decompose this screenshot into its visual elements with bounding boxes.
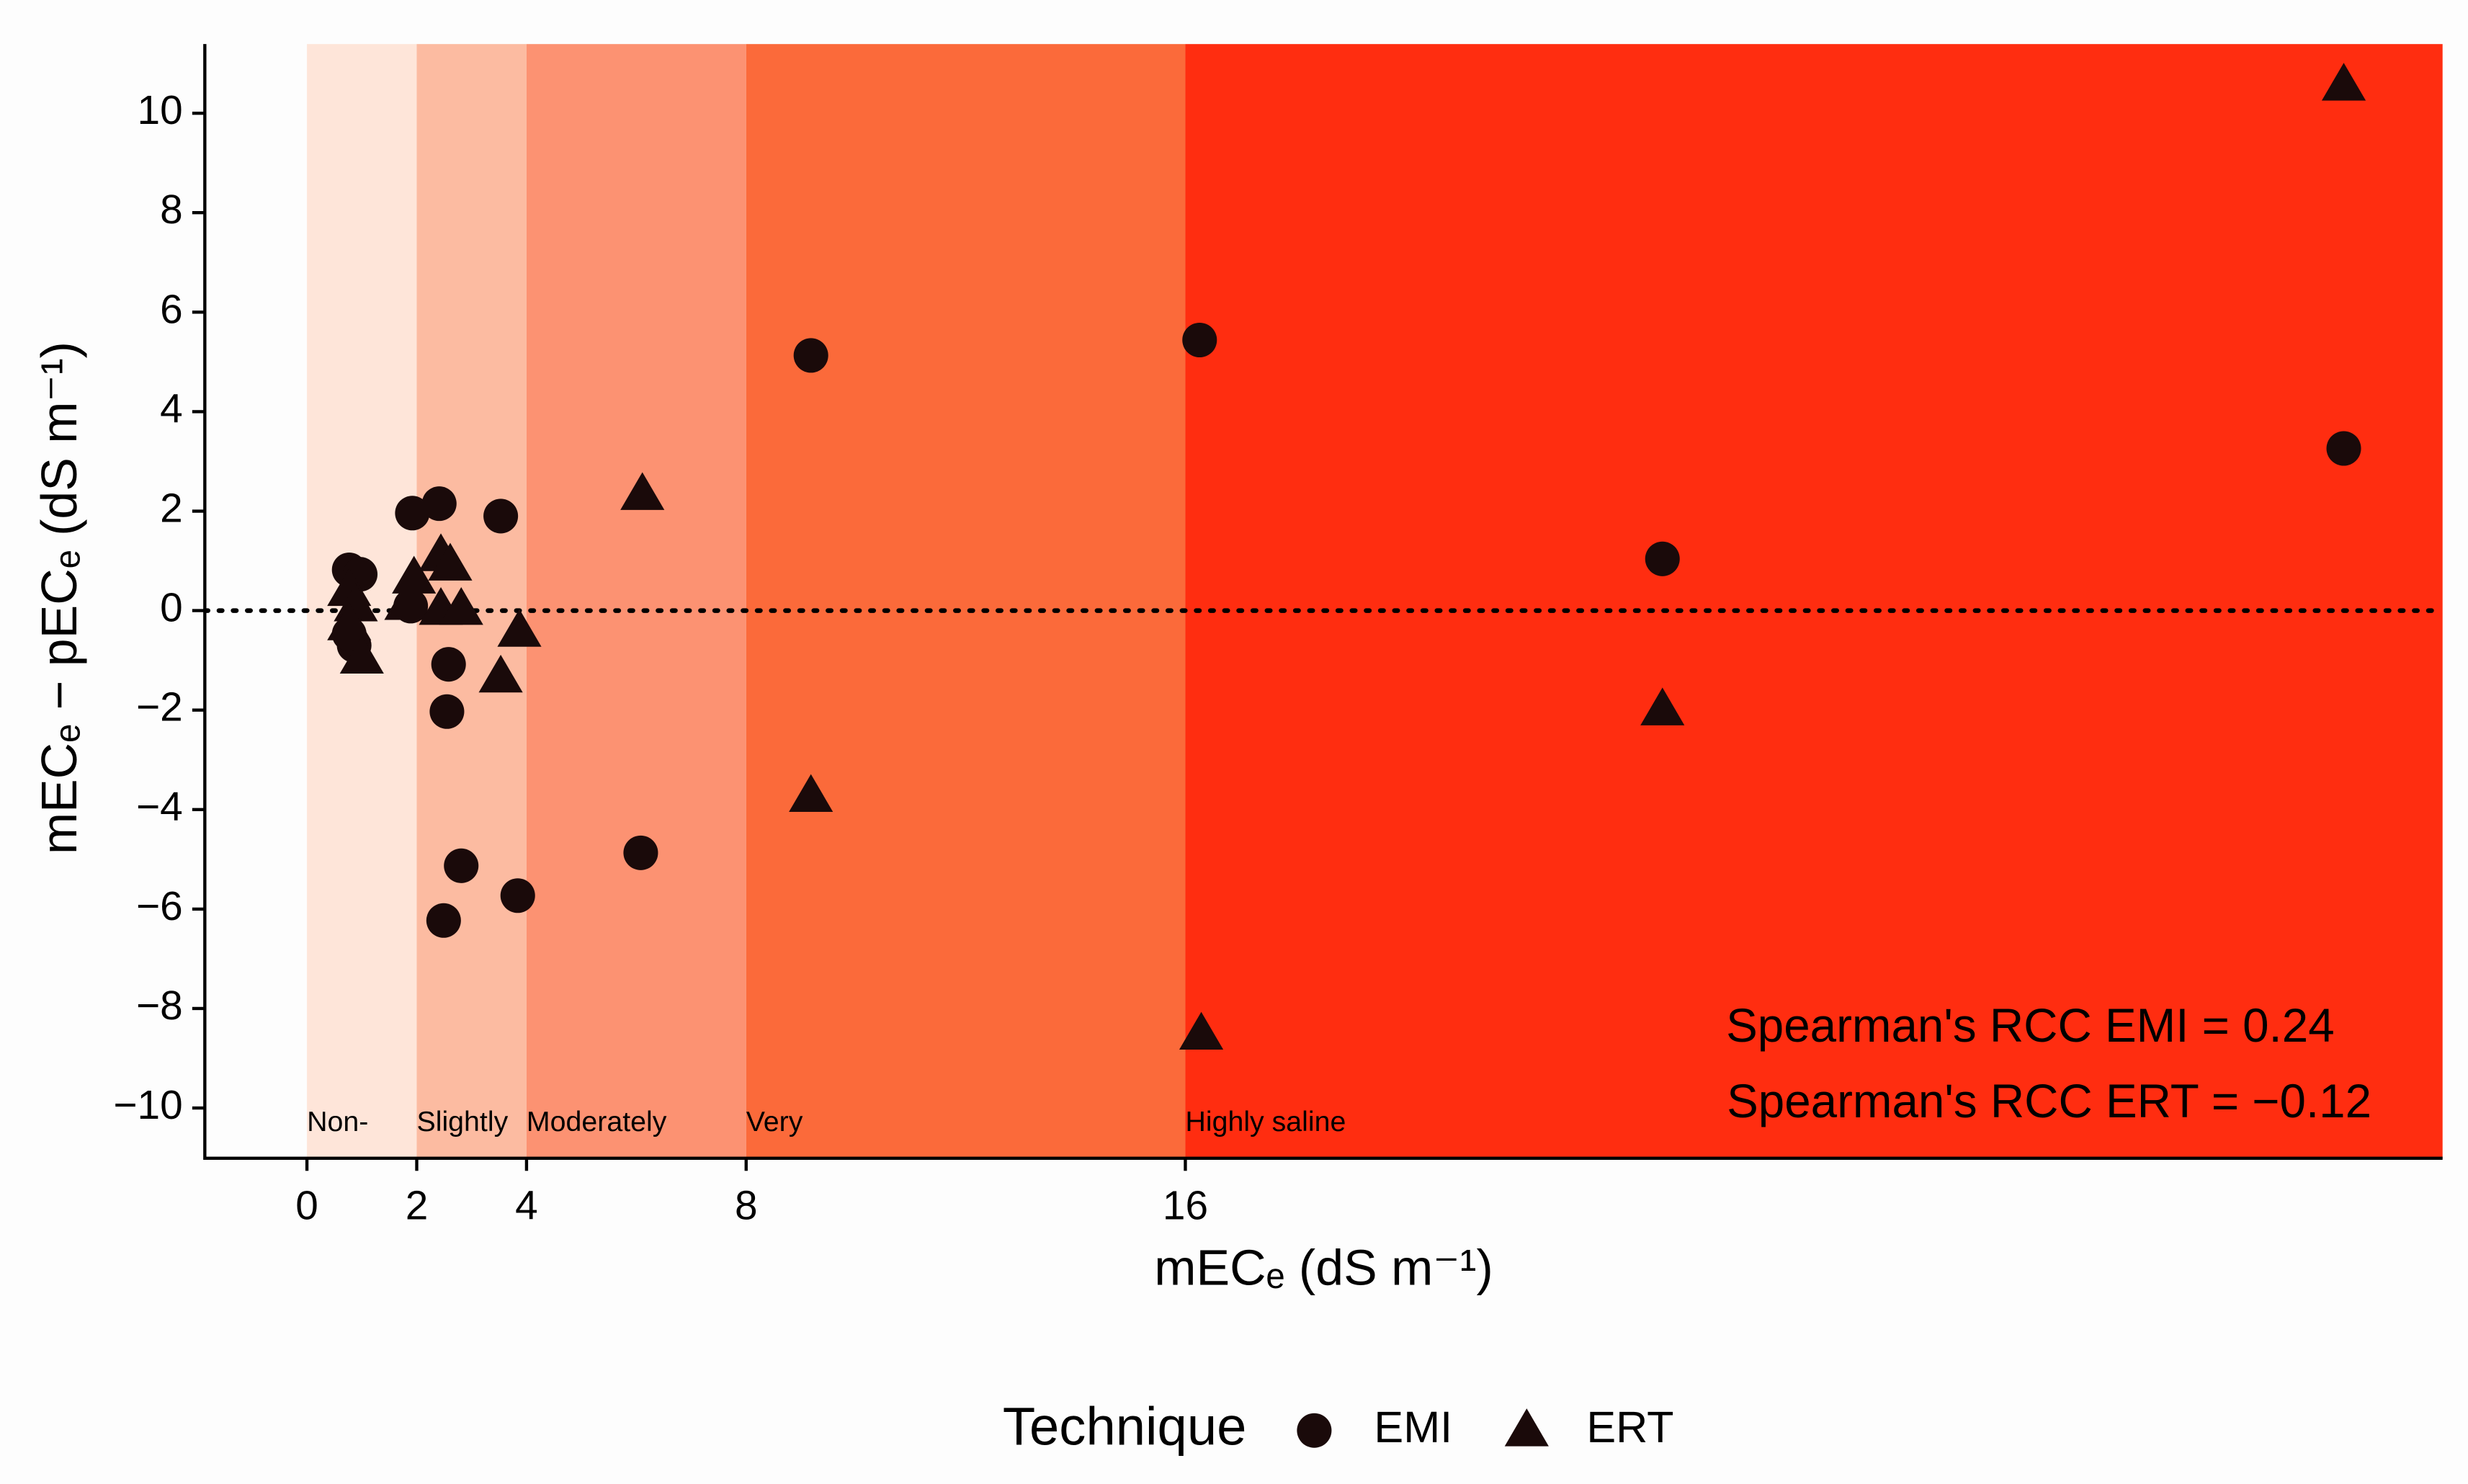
point [444, 848, 479, 883]
band-label: Very [746, 1106, 803, 1137]
point [789, 774, 833, 812]
point [429, 694, 465, 729]
legend-marker [1297, 1413, 1332, 1448]
point [623, 835, 658, 870]
point [793, 338, 828, 373]
x-axis-title: mECₑ (dS m⁻¹) [1154, 1240, 1493, 1296]
legend-label: ERT [1586, 1403, 1673, 1452]
point [327, 602, 372, 640]
band-label: Moderately [527, 1106, 667, 1137]
x-tick-label: 2 [406, 1184, 429, 1229]
legend-marker [1504, 1408, 1549, 1447]
y-tick-label: 10 [138, 88, 183, 133]
x-tick-label: 4 [515, 1184, 538, 1229]
point [478, 654, 523, 693]
point [392, 555, 437, 594]
y-tick-label: −2 [136, 685, 183, 730]
band-label: Non- [307, 1106, 368, 1137]
point [620, 472, 665, 510]
band-label: Highly saline [1185, 1106, 1346, 1137]
point [1179, 1011, 1224, 1050]
axis-line [203, 44, 2443, 1160]
band-label: Slightly [417, 1106, 509, 1137]
y-tick-label: 8 [160, 187, 183, 233]
legend-title: Technique [1003, 1396, 1247, 1456]
annotation: Spearman's RCC ERT = −0.12 [1727, 1075, 2371, 1127]
x-tick-label: 0 [295, 1184, 318, 1229]
point [483, 499, 519, 534]
point [439, 586, 483, 625]
y-tick-label: 2 [160, 486, 183, 532]
point [2326, 431, 2361, 466]
plot: Non- Slightly Moderately Very Highly saline 0… [113, 44, 2445, 1452]
point [428, 542, 473, 581]
point [339, 635, 384, 674]
y-tick-label: 4 [160, 386, 183, 432]
point [1640, 687, 1685, 725]
point [1182, 322, 1217, 358]
point [384, 582, 429, 620]
point [497, 609, 542, 647]
point [421, 486, 457, 522]
y-tick-label: 6 [160, 287, 183, 332]
point [431, 647, 466, 682]
annotation: Spearman's RCC EMI = 0.24 [1726, 999, 2335, 1052]
y-tick-label: 0 [160, 586, 183, 631]
x-tick-label: 8 [735, 1184, 758, 1229]
band [746, 44, 1186, 1158]
legend-label: EMI [1374, 1403, 1452, 1452]
y-tick-label: −4 [136, 785, 183, 830]
point [1645, 541, 1680, 576]
y-axis-title: mECₑ − pECₑ (dS m⁻¹) [31, 341, 87, 854]
point [395, 496, 430, 531]
x-tick-label: 16 [1163, 1184, 1208, 1229]
y-tick-label: −6 [136, 884, 183, 929]
band [526, 44, 746, 1158]
band [1185, 44, 2443, 1158]
point [500, 878, 535, 913]
y-tick-label: −8 [136, 983, 183, 1029]
y-tick-label: −10 [113, 1083, 182, 1128]
point [2321, 63, 2366, 101]
point [426, 903, 461, 938]
